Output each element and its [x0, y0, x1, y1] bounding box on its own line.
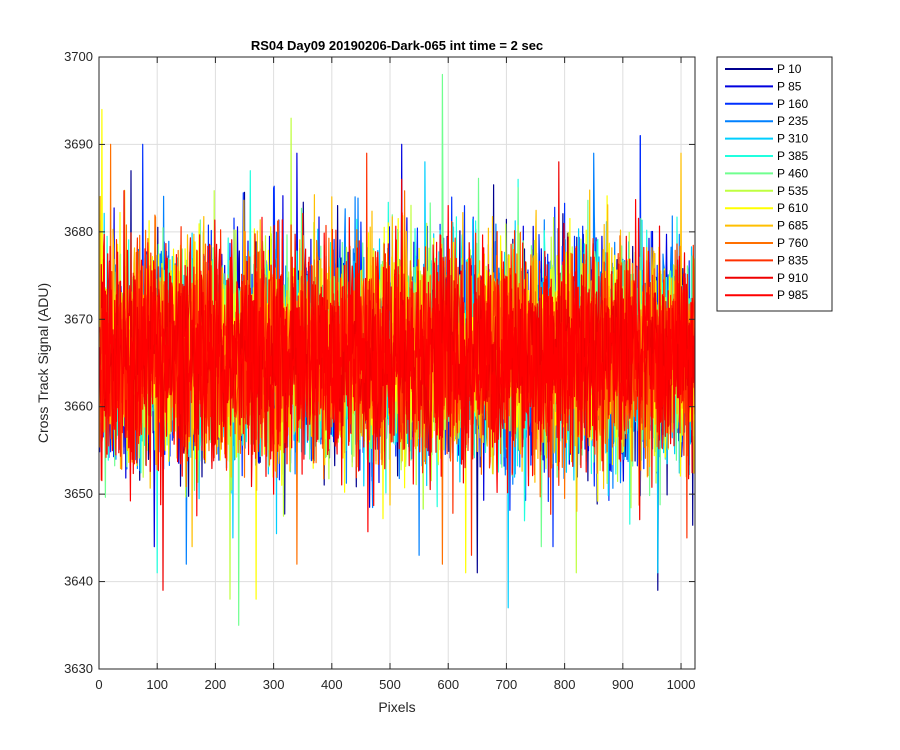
legend-label-p-235: P 235: [777, 114, 808, 128]
series-lines: [99, 73, 695, 626]
y-tick-label-0: 3630: [64, 661, 93, 676]
x-axis-label: Pixels: [378, 699, 415, 715]
legend-box: [716, 56, 833, 312]
x-tick-label-10: 1000: [667, 677, 696, 692]
y-tick-label-5: 3680: [64, 224, 93, 239]
x-tick-label-4: 400: [321, 677, 343, 692]
legend-label-p-85: P 85: [777, 79, 802, 93]
x-tick-label-8: 800: [554, 677, 576, 692]
x-tick-label-9: 900: [612, 677, 634, 692]
legend-label-p-760: P 760: [777, 236, 808, 250]
legend-label-p-910: P 910: [777, 271, 808, 285]
legend-label-p-460: P 460: [777, 166, 808, 180]
legend-label-p-610: P 610: [777, 201, 808, 215]
y-tick-label-7: 3700: [64, 49, 93, 64]
x-tick-label-1: 100: [146, 677, 168, 692]
y-tick-label-1: 3640: [64, 574, 93, 589]
series-line-p-985: [99, 199, 695, 533]
x-tick-label-3: 300: [263, 677, 285, 692]
legend-label-p-385: P 385: [777, 149, 808, 163]
x-tick-label-6: 600: [437, 677, 459, 692]
x-tick-label-5: 500: [379, 677, 401, 692]
y-tick-label-6: 3690: [64, 136, 93, 151]
y-tick-label-4: 3670: [64, 311, 93, 326]
y-axis-label: Cross Track Signal (ADU): [35, 283, 51, 443]
plot-box: [98, 56, 696, 670]
axis-ticks: 0 100 200 300 400 500 600 700 800 900 1000 3630 3640…: [64, 49, 695, 692]
legend-label-p-160: P 160: [777, 97, 808, 111]
x-tick-label-7: 700: [496, 677, 518, 692]
y-tick-label-3: 3660: [64, 399, 93, 414]
legend: P 10 P 85 P 160 P 235 P 310 P 385 P 460 P 535 P …: [716, 56, 833, 312]
chart-title: RS04 Day09 20190206-Dark-065 int time = …: [251, 38, 543, 53]
legend-items: P 10 P 85 P 160 P 235 P 310 P 385 P 460 P 535 P …: [725, 62, 808, 302]
legend-label-p-535: P 535: [777, 184, 808, 198]
legend-label-p-985: P 985: [777, 288, 808, 302]
legend-label-p-835: P 835: [777, 253, 808, 267]
x-tick-label-2: 200: [205, 677, 227, 692]
legend-label-p-310: P 310: [777, 132, 808, 146]
y-tick-label-2: 3650: [64, 486, 93, 501]
legend-label-p-10: P 10: [777, 62, 802, 76]
x-tick-label-0: 0: [95, 677, 102, 692]
legend-label-p-685: P 685: [777, 219, 808, 233]
